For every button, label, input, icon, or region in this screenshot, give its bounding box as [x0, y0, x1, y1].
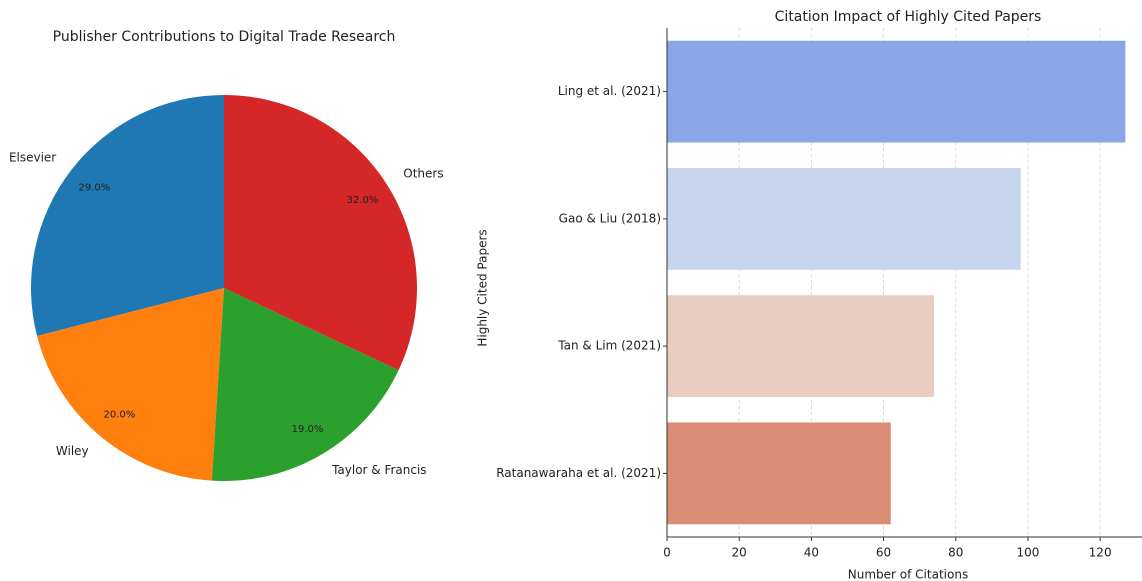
x-axis-label: Number of Citations: [848, 568, 968, 581]
y-tick-label: Ling et al. (2021): [558, 84, 661, 98]
bar: [667, 422, 891, 525]
x-tick-label: 20: [732, 546, 747, 560]
y-tick-label: Gao & Liu (2018): [559, 211, 661, 225]
pie-slice: [211, 288, 399, 482]
bar: [667, 295, 935, 398]
slice-percent: 20.0%: [104, 409, 136, 420]
x-tick-label: 0: [663, 546, 671, 560]
y-tick-label: Ratanawaraha et al. (2021): [496, 466, 661, 480]
slice-label: Wiley: [56, 444, 89, 458]
bar-title: Citation Impact of Highly Cited Papers: [775, 9, 1042, 25]
y-tick-label: Tan & Lim (2021): [557, 339, 661, 353]
bar: [667, 40, 1126, 143]
slice-label: Elsevier: [9, 150, 56, 164]
slice-percent: 32.0%: [347, 195, 379, 206]
y-axis-label: Highly Cited Papers: [476, 229, 490, 346]
pie-slice: [37, 288, 225, 481]
x-tick-label: 100: [1016, 546, 1039, 560]
x-tick-label: 40: [804, 546, 819, 560]
slice-percent: 19.0%: [292, 424, 324, 435]
slice-label: Others: [403, 167, 443, 181]
x-tick-label: 120: [1089, 546, 1112, 560]
bar: [667, 167, 1021, 270]
x-tick-label: 60: [876, 546, 891, 560]
slice-label: Taylor & Francis: [331, 463, 427, 477]
slice-percent: 29.0%: [78, 182, 110, 193]
pie-slice: [224, 95, 417, 371]
x-tick-label: 80: [948, 546, 963, 560]
pie-slice: [30, 95, 224, 336]
pie-title: Publisher Contributions to Digital Trade…: [53, 29, 396, 45]
